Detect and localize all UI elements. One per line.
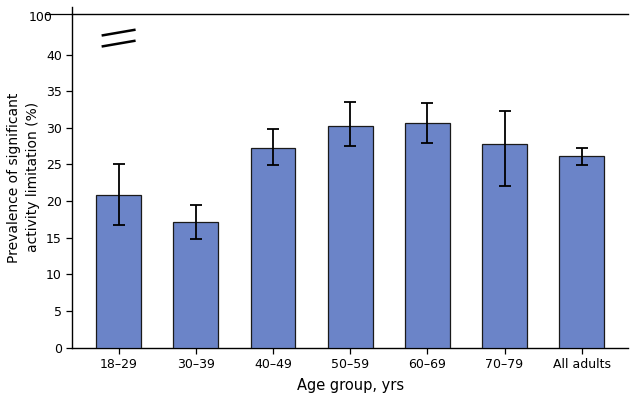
- Bar: [173, 222, 218, 348]
- X-axis label: Age group, yrs: Age group, yrs: [297, 378, 404, 393]
- Bar: [559, 156, 604, 348]
- Bar: [97, 195, 141, 348]
- Bar: [482, 144, 527, 348]
- Text: 100: 100: [29, 12, 53, 24]
- Bar: [328, 126, 373, 348]
- Bar: [251, 148, 295, 348]
- Bar: [405, 124, 450, 348]
- Y-axis label: Prevalence of significant
activity limitation (%): Prevalence of significant activity limit…: [7, 92, 41, 262]
